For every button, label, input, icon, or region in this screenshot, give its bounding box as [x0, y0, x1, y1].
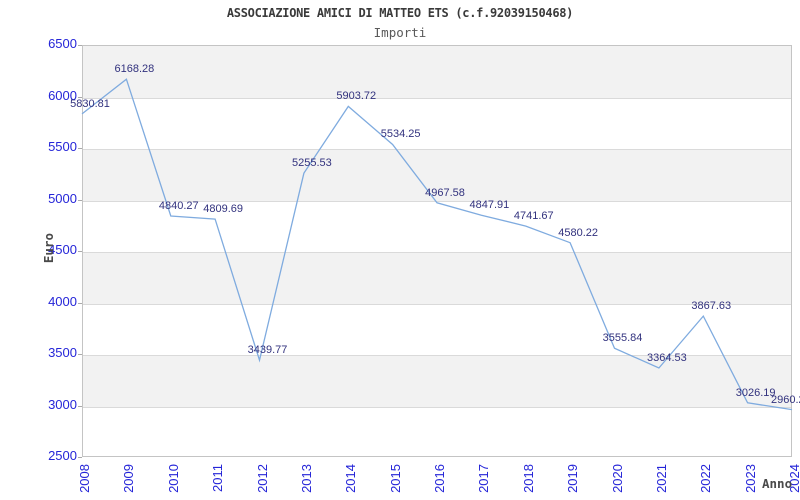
x-tick-label: 2018	[520, 464, 536, 493]
gridline	[83, 252, 791, 253]
data-point-label: 4847.91	[469, 199, 510, 212]
y-axis-title: Euro	[41, 233, 56, 264]
gridline	[83, 97, 791, 99]
data-point-label: 5255.53	[291, 157, 332, 170]
gridline	[83, 200, 791, 202]
y-tick-label: 3500	[48, 345, 77, 360]
y-tick-label: 6000	[48, 87, 77, 103]
x-tick-label: 2015	[387, 464, 403, 493]
chart-title: ASSOCIAZIONE AMICI DI MATTEO ETS (c.f.92…	[226, 6, 574, 20]
plot-band	[83, 355, 791, 407]
x-tick-label: 2009	[121, 464, 137, 493]
data-point-label: 6168.28	[114, 63, 155, 76]
data-point-label: 4967.58	[425, 186, 465, 199]
chart-subtitle: Importi	[373, 25, 427, 40]
plot-band	[83, 149, 791, 201]
line-series	[81, 78, 793, 411]
y-tick-label: 5500	[48, 139, 77, 154]
data-point-label: 5534.25	[380, 128, 421, 141]
y-tick-label: 3000	[48, 396, 77, 412]
y-tick-mark	[78, 148, 82, 149]
plot-band	[83, 252, 791, 304]
x-tick-label: 2023	[742, 464, 758, 493]
y-tick-mark	[78, 96, 82, 98]
data-point-label: 3364.53	[646, 351, 687, 364]
x-tick-label: 2014	[343, 464, 359, 493]
y-tick-label: 5000	[48, 190, 77, 206]
data-point-label: 3867.63	[691, 300, 732, 313]
x-axis-title: Anno	[762, 476, 793, 491]
data-point-label: 4741.67	[513, 210, 554, 223]
data-point-label: 4809.69	[203, 203, 244, 216]
plot-area	[82, 45, 792, 457]
x-tick-label: 2013	[298, 464, 314, 493]
plot-band	[83, 46, 791, 98]
y-tick-label: 4500	[48, 242, 77, 257]
data-point-label: 3555.84	[602, 332, 643, 345]
data-point-label: 5830.81	[70, 97, 110, 110]
y-tick-mark	[78, 354, 82, 355]
x-tick-label: 2016	[432, 464, 447, 493]
data-point-label: 3026.19	[735, 386, 776, 399]
x-tick-label: 2017	[476, 464, 492, 493]
y-tick-label: 2500	[48, 448, 77, 463]
y-tick-mark	[78, 405, 82, 407]
data-point-label: 4840.27	[158, 199, 199, 212]
y-tick-mark	[78, 457, 82, 458]
data-point-label: 2960.2	[771, 393, 800, 406]
gridline	[83, 303, 791, 305]
data-point-label: 3439.77	[247, 344, 288, 357]
x-tick-label: 2010	[165, 464, 181, 493]
data-point-label: 4580.22	[558, 226, 599, 239]
x-tick-label: 2020	[609, 464, 625, 493]
x-tick-label: 2021	[653, 464, 669, 493]
y-tick-label: 4000	[48, 293, 77, 309]
y-tick-label: 6500	[48, 36, 77, 51]
x-tick-label: 2012	[254, 464, 270, 493]
x-tick-label: 2019	[565, 464, 581, 493]
y-tick-mark	[78, 45, 82, 46]
y-tick-mark	[78, 302, 82, 304]
gridline	[83, 355, 791, 356]
x-tick-label: 2011	[210, 464, 226, 492]
data-point-label: 5903.72	[336, 90, 377, 103]
y-tick-mark	[78, 251, 82, 252]
x-tick-label: 2008	[77, 464, 92, 493]
gridline	[83, 149, 791, 150]
y-tick-mark	[78, 199, 82, 201]
x-tick-label: 2022	[698, 464, 714, 493]
gridline	[83, 406, 791, 408]
